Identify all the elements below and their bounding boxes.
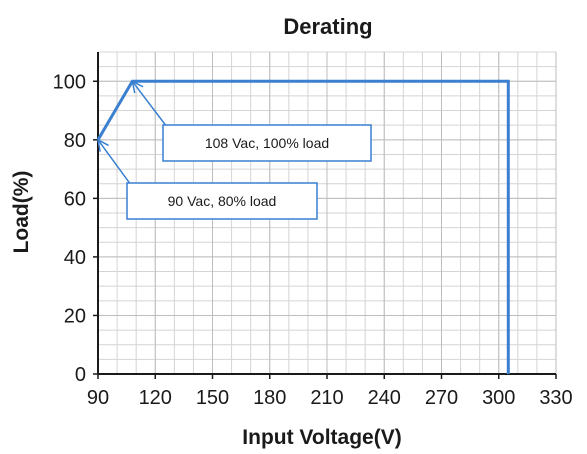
annotation-label: 108 Vac, 100% load: [205, 135, 329, 151]
annotation-box: [162, 124, 372, 162]
y-tick-label: 100: [53, 71, 86, 93]
annotation-arrowhead: [96, 138, 109, 152]
annotation-arrow: [97, 139, 132, 186]
x-tick-label: 210: [310, 387, 343, 409]
y-tick-label: 40: [64, 247, 86, 269]
annotation-arrow: [131, 80, 168, 128]
x-tick-label: 240: [368, 387, 401, 409]
y-tick-label: 60: [64, 188, 86, 210]
x-tick-label: 270: [425, 387, 458, 409]
y-axis-label: Load(%): [10, 171, 33, 254]
x-tick-label: 330: [539, 387, 572, 409]
x-tick-label: 180: [253, 387, 286, 409]
x-tick-label: 150: [196, 387, 229, 409]
y-tick-label: 20: [64, 305, 86, 327]
annotation-box: [126, 182, 318, 220]
x-tick-label: 300: [482, 387, 515, 409]
annotation-label: 90 Vac, 80% load: [168, 193, 277, 209]
x-axis-label: Input Voltage(V): [242, 426, 401, 449]
annotation-arrowhead: [131, 79, 144, 94]
x-tick-label: 120: [139, 387, 172, 409]
x-tick-label: 90: [87, 387, 109, 409]
y-tick-label: 80: [64, 130, 86, 152]
derating-curve: [96, 79, 510, 374]
chart-title: Derating: [283, 14, 372, 39]
y-tick-label: 0: [75, 364, 86, 386]
